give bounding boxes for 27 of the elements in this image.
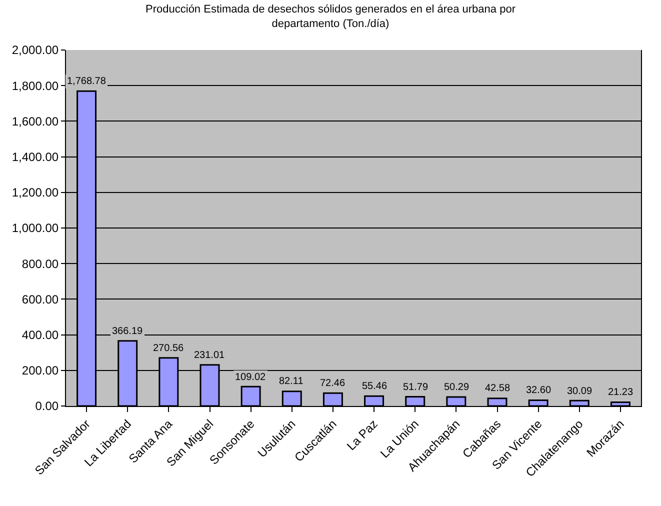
- data-label: 30.09: [567, 386, 592, 397]
- y-tick-label: 400.00: [22, 328, 59, 342]
- data-label: 270.56: [153, 343, 184, 354]
- data-label: 1,768.78: [67, 76, 106, 87]
- data-label: 55.46: [362, 381, 388, 392]
- data-label: 72.46: [320, 378, 346, 389]
- data-label: 109.02: [235, 372, 266, 383]
- y-tick-label: 0.00: [35, 399, 59, 414]
- data-label: 21.23: [608, 387, 634, 398]
- y-tick-label: 600.00: [22, 292, 59, 306]
- data-label: 366.19: [112, 326, 144, 337]
- y-tick-label: 1,000.00: [12, 221, 59, 236]
- y-tick-label: 800.00: [22, 256, 59, 271]
- y-tick-label: 1,800.00: [12, 78, 59, 93]
- y-tick-label: 2,000.00: [12, 43, 59, 58]
- y-tick-label: 1,600.00: [12, 114, 59, 128]
- y-tick-label: 1,200.00: [12, 186, 59, 200]
- chart-title: Producción Estimada de desechos sólidos generados en el área urbana por departamento (Ton./día): [146, 4, 516, 30]
- data-label: 42.58: [485, 383, 510, 394]
- y-tick-label: 200.00: [22, 364, 59, 378]
- data-label: 51.79: [403, 382, 428, 393]
- data-label: 50.29: [444, 382, 470, 393]
- data-label: 231.01: [194, 350, 226, 361]
- data-label: 82.11: [279, 376, 304, 387]
- data-label: 32.60: [526, 385, 552, 396]
- x-tick-label: La Paz: [344, 416, 380, 454]
- y-tick-label: 1,400.00: [12, 150, 59, 164]
